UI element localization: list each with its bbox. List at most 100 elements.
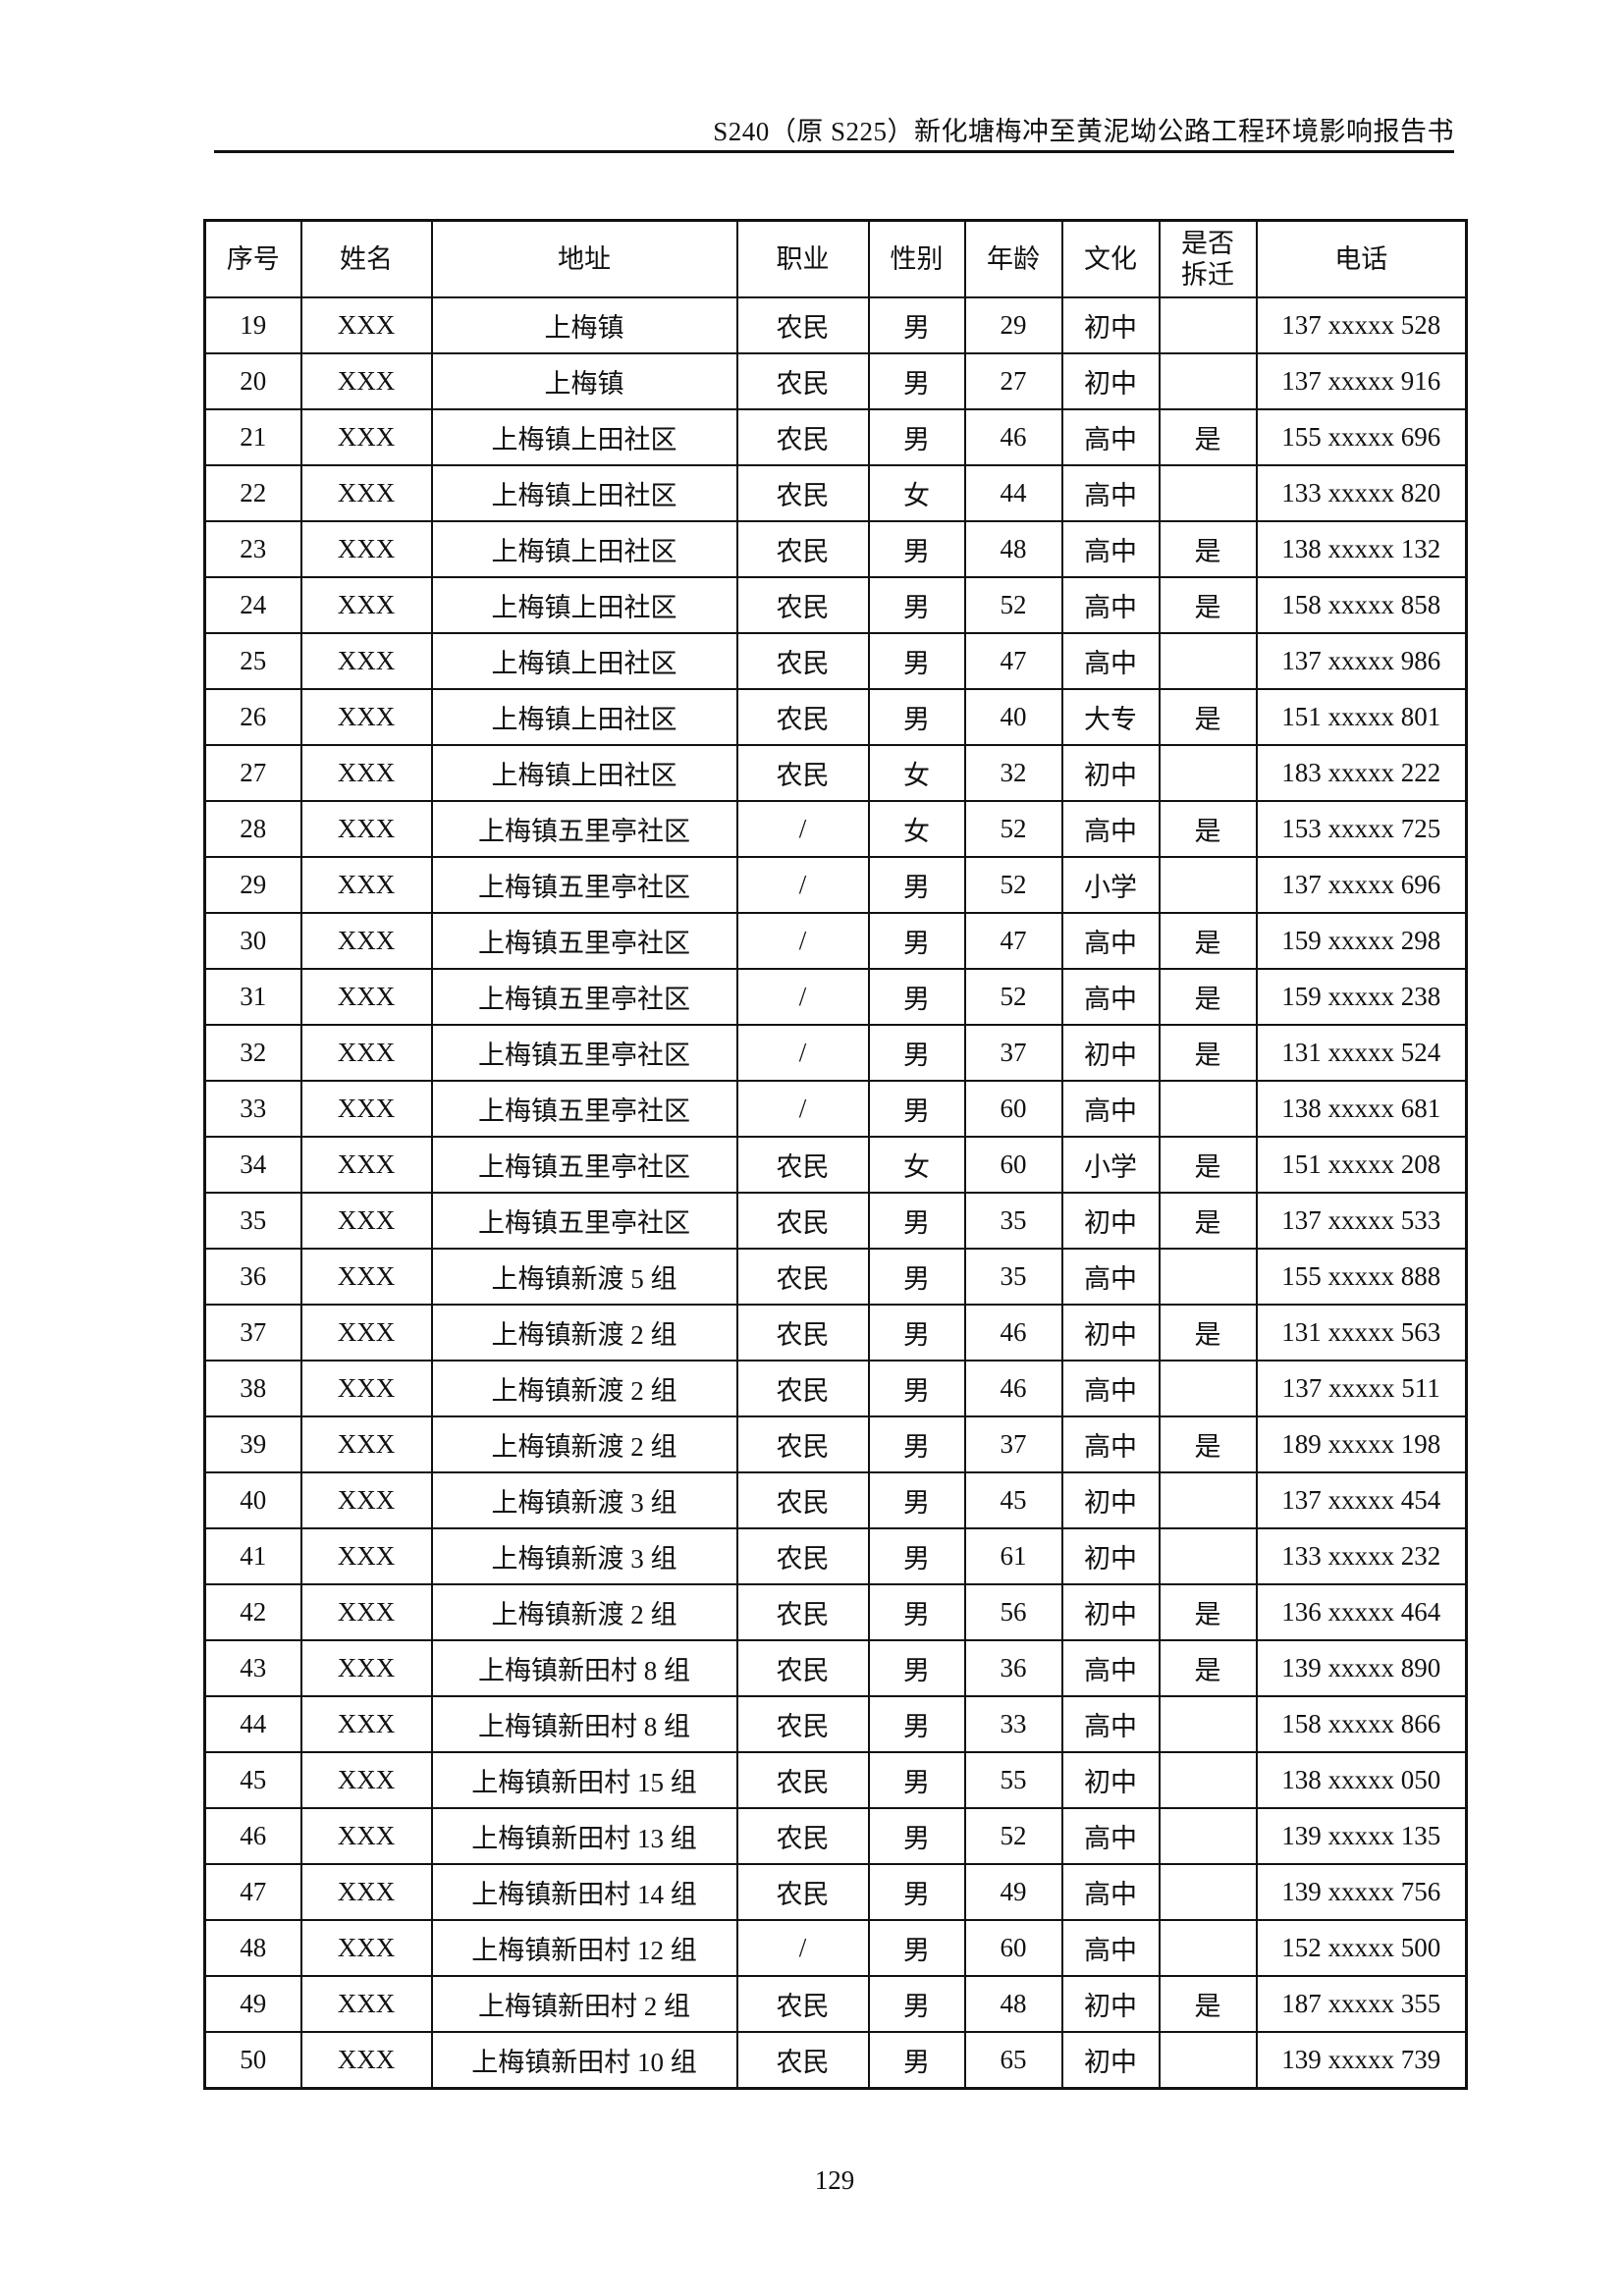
cell-address: 上梅镇 xyxy=(430,352,738,410)
cell-age: 29 xyxy=(963,296,1063,354)
cell-education: 初中 xyxy=(1060,1751,1161,1809)
cell-address: 上梅镇上田社区 xyxy=(430,576,738,634)
cell-name: XXX xyxy=(299,576,433,634)
cell-seq: 46 xyxy=(203,1807,302,1865)
cell-education: 高中 xyxy=(1060,1919,1161,1977)
cell-name: XXX xyxy=(299,1415,433,1473)
cell-gender: 男 xyxy=(867,1360,966,1417)
table-row: 35 XXX 上梅镇五里亭社区 农民男 35 初中是 137 xxxxx 533 xyxy=(203,1192,1468,1250)
table-row: 19 XXX 上梅镇 农民男 29 初中 137 xxxxx 528 xyxy=(203,296,1468,354)
cell-education: 高中 xyxy=(1060,408,1161,466)
cell-name: XXX xyxy=(299,464,433,522)
cell-relocation xyxy=(1158,1695,1258,1753)
cell-occupation: 农民 xyxy=(735,1136,870,1194)
cell-gender: 男 xyxy=(867,1192,966,1250)
cell-gender: 男 xyxy=(867,520,966,578)
cell-phone: 183 xxxxx 222 xyxy=(1255,744,1468,802)
cell-gender: 男 xyxy=(867,1527,966,1585)
cell-phone: 136 xxxxx 464 xyxy=(1255,1583,1468,1641)
cell-occupation: 农民 xyxy=(735,464,870,522)
cell-address: 上梅镇五里亭社区 xyxy=(430,856,738,914)
cell-education: 高中 xyxy=(1060,1695,1161,1753)
cell-relocation: 是 xyxy=(1158,1024,1258,1082)
table-row: 48 XXX 上梅镇新田村 12 组 / 男 60 高中 152 xxxxx 500 xyxy=(203,1919,1468,1977)
table-row: 44 XXX 上梅镇新田村 8 组农民男 33 高中 158 xxxxx 866 xyxy=(203,1695,1468,1753)
cell-name: XXX xyxy=(299,1975,433,2033)
cell-phone: 152 xxxxx 500 xyxy=(1255,1919,1468,1977)
cell-gender: 男 xyxy=(867,688,966,746)
cell-name: XXX xyxy=(299,2031,433,2090)
column-header-name: 姓名 xyxy=(299,219,433,298)
cell-name: XXX xyxy=(299,856,433,914)
cell-relocation xyxy=(1158,1863,1258,1921)
cell-gender: 女 xyxy=(867,744,966,802)
table-row: 40 XXX 上梅镇新渡 3 组农民男 45 初中 137 xxxxx 454 xyxy=(203,1471,1468,1529)
cell-seq: 34 xyxy=(203,1136,302,1194)
cell-education: 高中 xyxy=(1060,968,1161,1026)
cell-seq: 35 xyxy=(203,1192,302,1250)
cell-name: XXX xyxy=(299,1583,433,1641)
cell-name: XXX xyxy=(299,968,433,1026)
cell-seq: 33 xyxy=(203,1080,302,1138)
cell-education: 小学 xyxy=(1060,856,1161,914)
cell-relocation xyxy=(1158,744,1258,802)
cell-education: 初中 xyxy=(1060,352,1161,410)
cell-seq: 32 xyxy=(203,1024,302,1082)
cell-education: 高中 xyxy=(1060,520,1161,578)
cell-seq: 24 xyxy=(203,576,302,634)
cell-occupation: 农民 xyxy=(735,296,870,354)
cell-occupation: 农民 xyxy=(735,1527,870,1585)
cell-name: XXX xyxy=(299,1863,433,1921)
cell-address: 上梅镇新渡 2 组 xyxy=(430,1415,738,1473)
cell-address: 上梅镇新渡 3 组 xyxy=(430,1527,738,1585)
table-row: 25 XXX 上梅镇上田社区 农民男 47 高中 137 xxxxx 986 xyxy=(203,632,1468,690)
cell-seq: 40 xyxy=(203,1471,302,1529)
cell-seq: 27 xyxy=(203,744,302,802)
cell-occupation: / xyxy=(735,1919,870,1977)
cell-education: 初中 xyxy=(1060,1024,1161,1082)
cell-occupation: 农民 xyxy=(735,688,870,746)
cell-phone: 138 xxxxx 132 xyxy=(1255,520,1468,578)
cell-name: XXX xyxy=(299,1919,433,1977)
table-row: 27 XXX 上梅镇上田社区 农民女 32 初中 183 xxxxx 222 xyxy=(203,744,1468,802)
cell-name: XXX xyxy=(299,1471,433,1529)
cell-name: XXX xyxy=(299,1080,433,1138)
cell-gender: 男 xyxy=(867,1304,966,1362)
cell-occupation: 农民 xyxy=(735,408,870,466)
cell-age: 46 xyxy=(963,1360,1063,1417)
cell-gender: 男 xyxy=(867,1080,966,1138)
cell-name: XXX xyxy=(299,1360,433,1417)
cell-relocation: 是 xyxy=(1158,520,1258,578)
cell-gender: 男 xyxy=(867,576,966,634)
table-row: 41 XXX 上梅镇新渡 3 组农民男 61 初中 133 xxxxx 232 xyxy=(203,1527,1468,1585)
table-row: 29 XXX 上梅镇五里亭社区 / 男 52 小学 137 xxxxx 696 xyxy=(203,856,1468,914)
cell-phone: 137 xxxxx 533 xyxy=(1255,1192,1468,1250)
cell-address: 上梅镇新渡 3 组 xyxy=(430,1471,738,1529)
table-row: 39 XXX 上梅镇新渡 2 组农民男 37 高中是 189 xxxxx 198 xyxy=(203,1415,1468,1473)
table-row: 46 XXX 上梅镇新田村 13 组农民男 52 高中 139 xxxxx 135 xyxy=(203,1807,1468,1865)
cell-seq: 44 xyxy=(203,1695,302,1753)
cell-relocation xyxy=(1158,1248,1258,1306)
cell-age: 35 xyxy=(963,1248,1063,1306)
cell-phone: 139 xxxxx 890 xyxy=(1255,1639,1468,1697)
column-header-gender: 性别 xyxy=(867,219,966,298)
cell-age: 60 xyxy=(963,1136,1063,1194)
cell-gender: 男 xyxy=(867,1471,966,1529)
cell-relocation: 是 xyxy=(1158,1136,1258,1194)
cell-education: 高中 xyxy=(1060,464,1161,522)
cell-occupation: 农民 xyxy=(735,1751,870,1809)
cell-seq: 30 xyxy=(203,912,302,970)
cell-name: XXX xyxy=(299,1751,433,1809)
cell-phone: 137 xxxxx 454 xyxy=(1255,1471,1468,1529)
cell-age: 32 xyxy=(963,744,1063,802)
cell-relocation xyxy=(1158,1471,1258,1529)
cell-seq: 20 xyxy=(203,352,302,410)
cell-phone: 155 xxxxx 696 xyxy=(1255,408,1468,466)
cell-name: XXX xyxy=(299,1136,433,1194)
cell-education: 高中 xyxy=(1060,1080,1161,1138)
cell-address: 上梅镇上田社区 xyxy=(430,464,738,522)
column-header-occupation: 职业 xyxy=(735,219,870,298)
cell-address: 上梅镇新田村 8 组 xyxy=(430,1695,738,1753)
cell-relocation: 是 xyxy=(1158,1583,1258,1641)
cell-education: 初中 xyxy=(1060,1527,1161,1585)
